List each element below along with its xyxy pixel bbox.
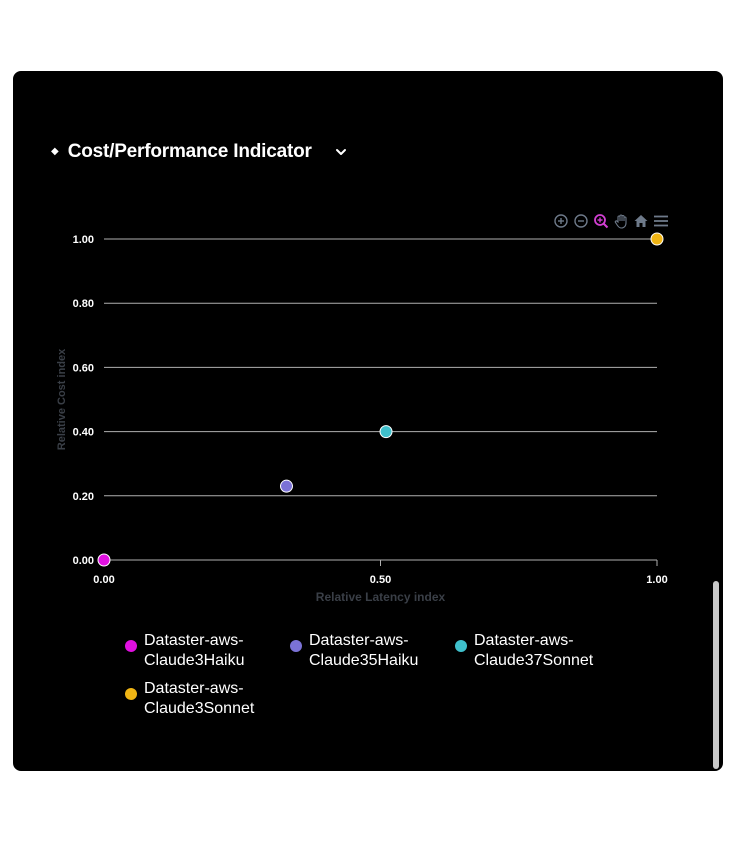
- chevron-down-icon[interactable]: [334, 145, 348, 159]
- legend-item[interactable]: Dataster-aws-Claude37Sonnet: [455, 631, 620, 671]
- y-tick-label: 0.80: [73, 298, 94, 310]
- pan-icon[interactable]: [613, 213, 629, 229]
- vertical-scrollbar[interactable]: [713, 581, 719, 769]
- scatter-chart: 0.00 0.20 0.40 0.60 0.80 1.00 0.00 0.50 1.00 Rela…: [56, 232, 668, 604]
- x-tick-label: 1.00: [646, 574, 667, 586]
- y-tick-label: 0.60: [73, 362, 94, 374]
- legend-label: Dataster-aws-Claude37Sonnet: [474, 632, 594, 669]
- y-tick-label: 1.00: [73, 234, 94, 246]
- legend-label: Dataster-aws-Claude3Sonnet: [144, 680, 255, 717]
- bullet-icon: ◆: [51, 146, 59, 157]
- chart-title: Cost/Performance Indicator: [67, 141, 312, 162]
- zoom-in-icon[interactable]: [553, 213, 569, 229]
- y-axis-title: Relative Cost index: [56, 348, 68, 450]
- legend-marker: [125, 640, 137, 652]
- chart-toolbar: [553, 213, 669, 229]
- zoom-out-icon[interactable]: [573, 213, 589, 229]
- data-point: [97, 553, 111, 567]
- x-axis-title: Relative Latency index: [316, 590, 446, 604]
- legend-marker: [125, 688, 137, 700]
- data-point: [279, 479, 293, 493]
- x-tick-label: 0.00: [93, 574, 114, 586]
- data-point: [379, 425, 393, 439]
- legend-item[interactable]: Dataster-aws-Claude35Haiku: [290, 631, 455, 671]
- x-tick-label: 0.50: [370, 574, 391, 586]
- selection-zoom-icon[interactable]: [593, 213, 609, 229]
- legend-marker: [455, 640, 467, 652]
- y-tick-label: 0.40: [73, 427, 94, 439]
- legend-item[interactable]: Dataster-aws-Claude3Haiku: [125, 631, 290, 671]
- legend-label: Dataster-aws-Claude3Haiku: [144, 632, 245, 669]
- data-point: [650, 232, 664, 246]
- chart-legend: Dataster-aws-Claude3Haiku Dataster-aws-Cl…: [125, 631, 645, 719]
- y-tick-label: 0.00: [73, 555, 94, 567]
- chart-header: ◆ Cost/Performance Indicator: [51, 141, 348, 163]
- menu-icon[interactable]: [653, 213, 669, 229]
- legend-item[interactable]: Dataster-aws-Claude3Sonnet: [125, 679, 290, 719]
- y-tick-label: 0.20: [73, 491, 94, 503]
- legend-marker: [290, 640, 302, 652]
- chart-card: ◆ Cost/Performance Indicator: [13, 71, 723, 771]
- chart-card-frame: ◆ Cost/Performance Indicator: [10, 68, 726, 774]
- home-icon[interactable]: [633, 213, 649, 229]
- legend-label: Dataster-aws-Claude35Haiku: [309, 632, 419, 669]
